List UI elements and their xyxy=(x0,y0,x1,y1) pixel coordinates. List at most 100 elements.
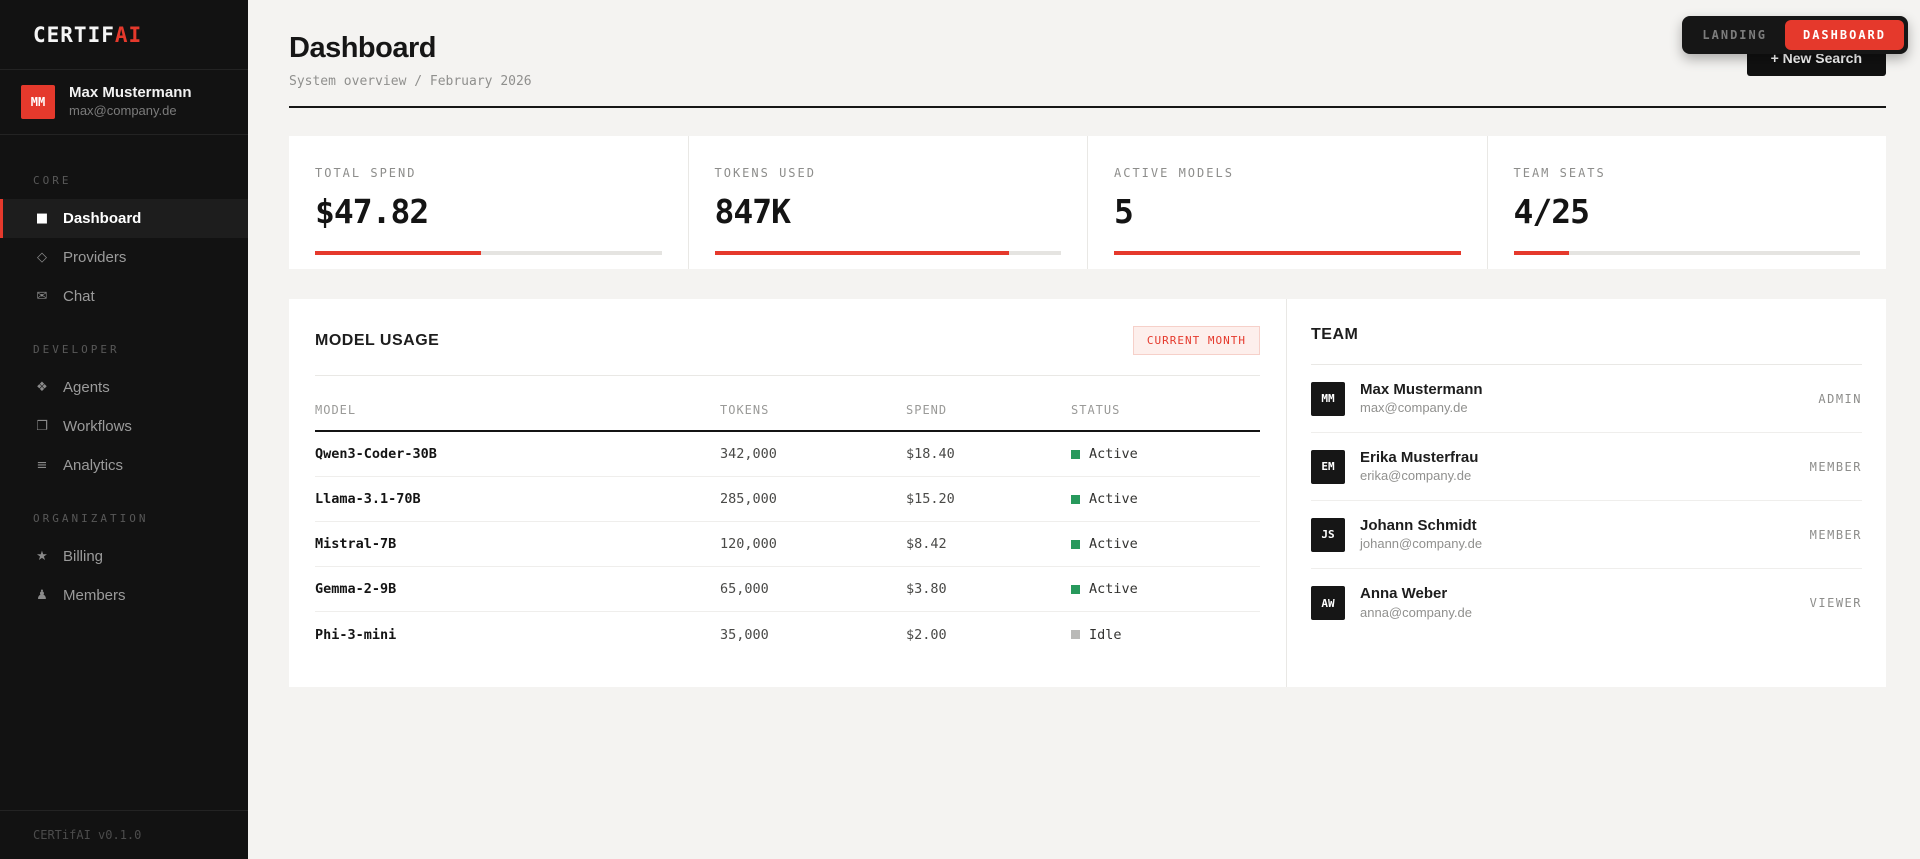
sidebar-item-workflows[interactable]: ❐ Workflows xyxy=(0,407,248,446)
sidebar-nav: CORE ■ Dashboard ◇ Providers ✉ Chat DEVE… xyxy=(0,135,248,810)
member-role-badge: ADMIN xyxy=(1818,391,1862,406)
sidebar-user-card[interactable]: MM Max Mustermann max@company.de xyxy=(0,70,248,135)
status-square-icon xyxy=(1071,449,1080,459)
tokens-value: 35,000 xyxy=(720,626,769,643)
sidebar-item-members[interactable]: ♟ Members xyxy=(0,576,248,615)
list-lines-icon: ≡ xyxy=(36,457,48,473)
stat-label: TOKENS USED xyxy=(714,166,816,180)
page-title: Dashboard xyxy=(289,32,436,64)
model-usage-title: MODEL USAGE xyxy=(315,331,440,349)
logo-primary: CERTIF xyxy=(33,22,115,47)
table-header-row: MODEL TOKENS SPEND STATUS xyxy=(315,376,1260,432)
avatar: AW xyxy=(1311,586,1345,620)
sidebar-item-analytics[interactable]: ≡ Analytics xyxy=(0,446,248,485)
avatar: MM xyxy=(1311,381,1345,416)
member-role-badge: VIEWER xyxy=(1809,596,1862,610)
list-item: MM Max Mustermann max@company.de ADMIN xyxy=(1311,365,1862,433)
user-email: max@company.de xyxy=(69,102,177,118)
star-icon: ★ xyxy=(36,548,48,564)
sidebar-item-label: Chat xyxy=(63,287,95,305)
avatar: JS xyxy=(1311,517,1345,552)
status-square-icon xyxy=(1071,539,1080,549)
model-name: Phi-3-mini xyxy=(315,626,397,643)
status-label: Idle xyxy=(1089,626,1122,643)
sidebar-item-providers[interactable]: ◇ Providers xyxy=(0,238,248,277)
status-label: Active xyxy=(1089,491,1138,507)
model-usage-header: MODEL USAGE CURRENT MONTH xyxy=(315,326,1260,376)
tokens-value: 342,000 xyxy=(720,446,777,462)
stat-value: 5 xyxy=(1114,192,1134,231)
table-row: Gemma-2-9B 65,000 $3.80 Active xyxy=(315,567,1260,612)
table-row: Llama-3.1-70B 285,000 $15.20 Active xyxy=(315,477,1260,522)
progress-fill xyxy=(1513,251,1569,255)
dashboard-icon: ■ xyxy=(35,210,49,226)
status-square-icon xyxy=(1071,630,1080,639)
spend-value: $18.40 xyxy=(906,446,955,462)
stat-value: 4/25 xyxy=(1513,192,1590,231)
sidebar-item-label: Dashboard xyxy=(63,209,142,227)
landing-toggle-button[interactable]: LANDING xyxy=(1702,22,1781,48)
model-name: Llama-3.1-70B xyxy=(315,491,421,507)
main-content: + New Search LANDING DASHBOARD Dashboard… xyxy=(248,0,1920,859)
nav-section-developer: DEVELOPER xyxy=(33,342,120,356)
progress-bar xyxy=(315,251,662,255)
list-item: JS Johann Schmidt johann@company.de MEMB… xyxy=(1311,501,1862,569)
stat-card-tokens-used: TOKENS USED 847K xyxy=(689,136,1088,269)
list-item: AW Anna Weber anna@company.de VIEWER xyxy=(1311,569,1862,637)
stat-value: 847K xyxy=(714,192,791,231)
team-list: MM Max Mustermann max@company.de ADMIN E… xyxy=(1311,365,1862,637)
breadcrumb: System overview / February 2026 xyxy=(289,74,532,89)
model-name: Qwen3-Coder-30B xyxy=(315,446,437,462)
stat-label: TEAM SEATS xyxy=(1513,166,1606,180)
member-name: Anna Weber xyxy=(1360,585,1448,603)
user-meta: Max Mustermann max@company.de xyxy=(69,84,192,120)
nav-section-organization: ORGANIZATION xyxy=(33,511,149,525)
member-email: johann@company.de xyxy=(1360,536,1483,552)
spend-value: $15.20 xyxy=(906,491,955,507)
member-email: max@company.de xyxy=(1360,400,1468,416)
status-cell: Idle xyxy=(1071,627,1260,643)
progress-fill xyxy=(714,251,1010,255)
stat-card-active-models: ACTIVE MODELS 5 xyxy=(1088,136,1488,269)
stat-label: TOTAL SPEND xyxy=(315,166,417,180)
user-avatar: MM xyxy=(21,84,55,119)
status-label: Active xyxy=(1089,581,1138,597)
sidebar-item-label: Workflows xyxy=(63,417,132,435)
stat-value: $47.82 xyxy=(315,192,429,231)
logo-accent: AI xyxy=(114,22,143,47)
stat-card-total-spend: TOTAL SPEND $47.82 xyxy=(289,136,689,269)
nav-section-core: CORE xyxy=(33,173,72,187)
status-cell: Active xyxy=(1071,536,1260,552)
list-item: EM Erika Musterfrau erika@company.de MEM… xyxy=(1311,433,1862,501)
column-header-model: MODEL xyxy=(315,403,357,417)
progress-fill xyxy=(315,251,482,255)
envelope-icon: ✉ xyxy=(36,288,48,304)
model-name: Gemma-2-9B xyxy=(315,581,397,597)
user-name: Max Mustermann xyxy=(69,84,192,101)
version-label: CERTifAI v0.1.0 xyxy=(0,810,248,859)
progress-fill xyxy=(1114,251,1461,255)
progress-bar xyxy=(1513,251,1860,255)
status-square-icon xyxy=(1071,584,1080,594)
sidebar-item-dashboard[interactable]: ■ Dashboard xyxy=(0,198,248,238)
spend-value: $3.80 xyxy=(906,581,947,597)
avatar: EM xyxy=(1311,449,1345,484)
sidebar: CERTIFAI MM Max Mustermann max@company.d… xyxy=(0,0,248,859)
team-title: TEAM xyxy=(1311,326,1359,343)
table-row: Mistral-7B 120,000 $8.42 Active xyxy=(315,522,1260,567)
sidebar-item-chat[interactable]: ✉ Chat xyxy=(0,277,248,316)
stats-band: TOTAL SPEND $47.82 TOKENS USED 847K ACTI… xyxy=(289,136,1886,269)
sidebar-item-agents[interactable]: ❖ Agents xyxy=(0,368,248,407)
logo: CERTIFAI xyxy=(0,0,248,70)
panels-band: MODEL USAGE CURRENT MONTH MODEL TOKENS S… xyxy=(289,299,1886,687)
status-label: Active xyxy=(1089,446,1138,462)
current-month-badge[interactable]: CURRENT MONTH xyxy=(1132,326,1260,355)
sidebar-item-label: Providers xyxy=(63,248,127,266)
status-cell: Active xyxy=(1071,581,1260,597)
diamond-icon: ◇ xyxy=(37,249,47,265)
tokens-value: 120,000 xyxy=(720,536,777,552)
dashboard-toggle-button[interactable]: DASHBOARD xyxy=(1784,20,1904,50)
sidebar-item-label: Billing xyxy=(63,547,104,565)
team-panel: TEAM MM Max Mustermann max@company.de AD… xyxy=(1286,299,1886,687)
sidebar-item-billing[interactable]: ★ Billing xyxy=(0,537,248,576)
